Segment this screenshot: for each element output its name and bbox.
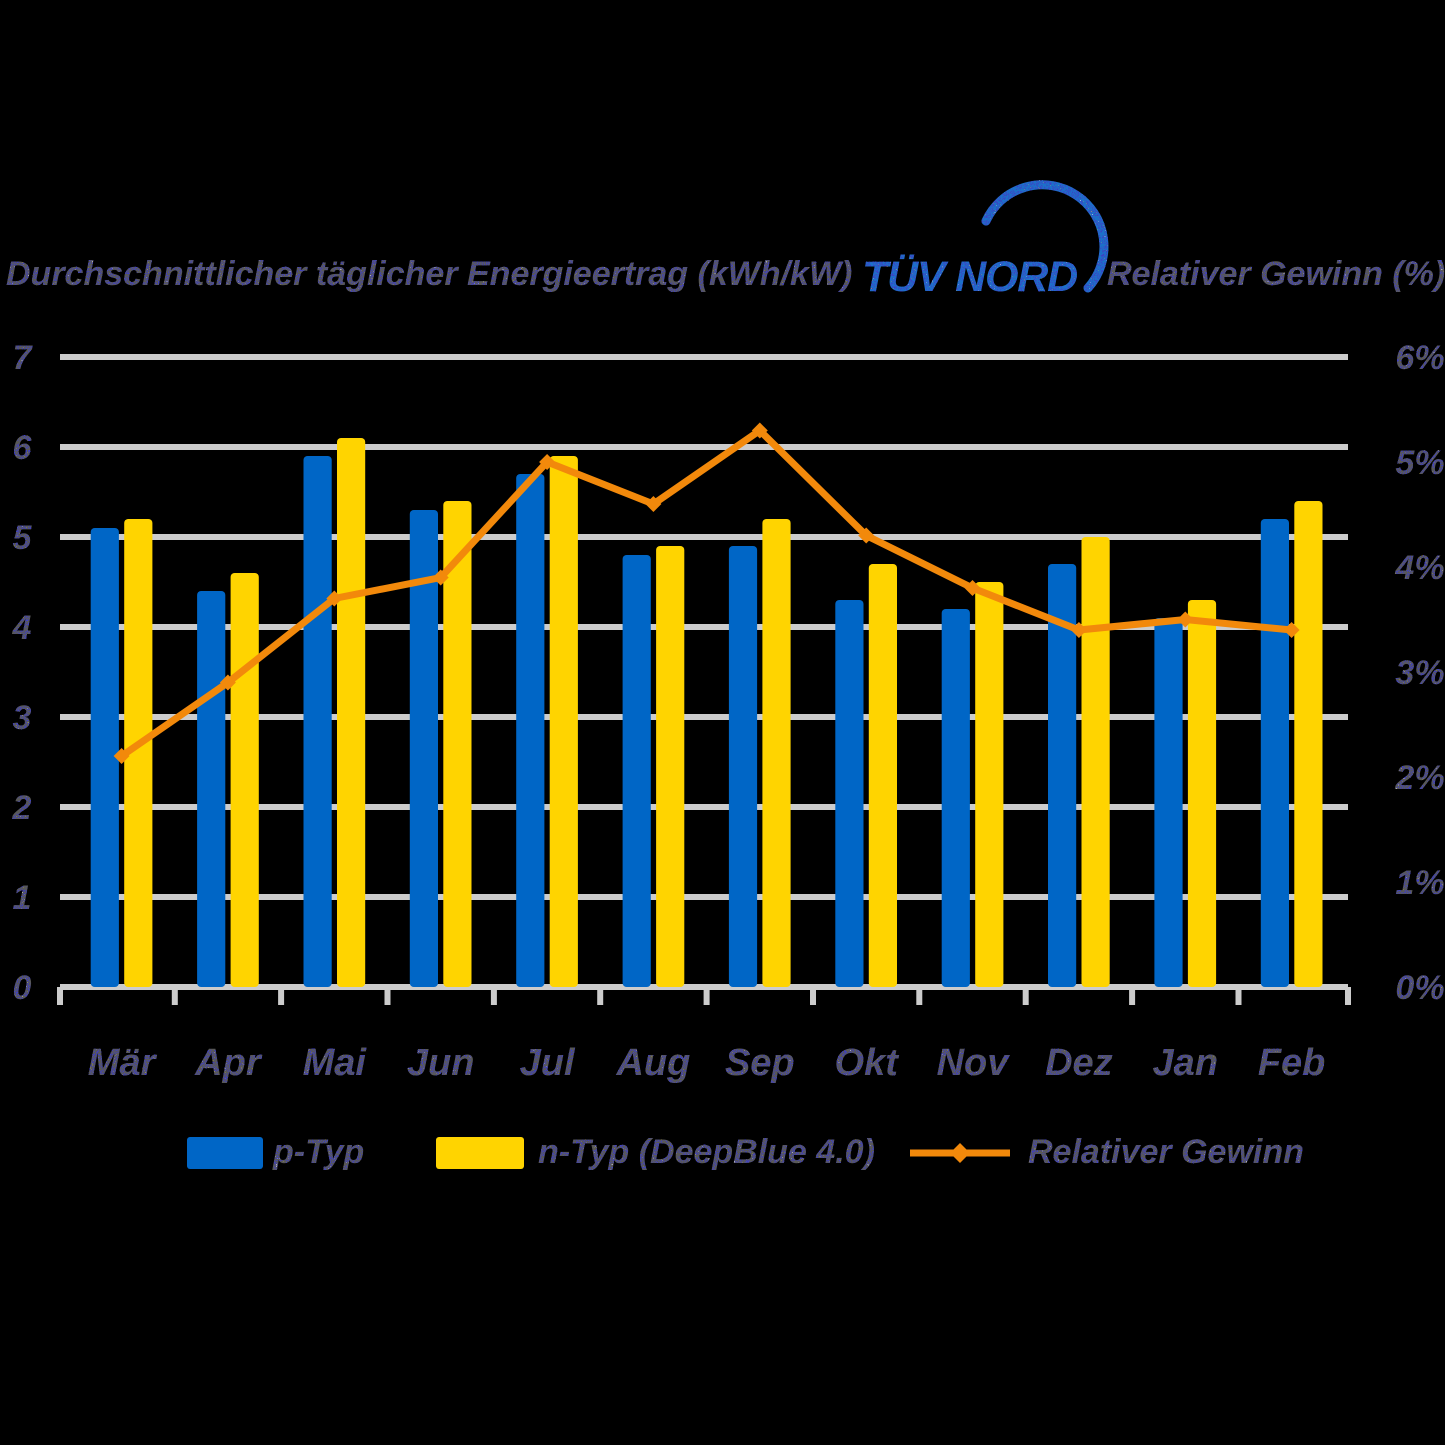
svg-text:n-Typ (DeepBlue 4.0): n-Typ (DeepBlue 4.0)	[538, 1133, 875, 1171]
svg-text:Relativer Gewinn: Relativer Gewinn	[1028, 1133, 1304, 1171]
svg-text:p-Typ: p-Typ	[272, 1133, 364, 1171]
